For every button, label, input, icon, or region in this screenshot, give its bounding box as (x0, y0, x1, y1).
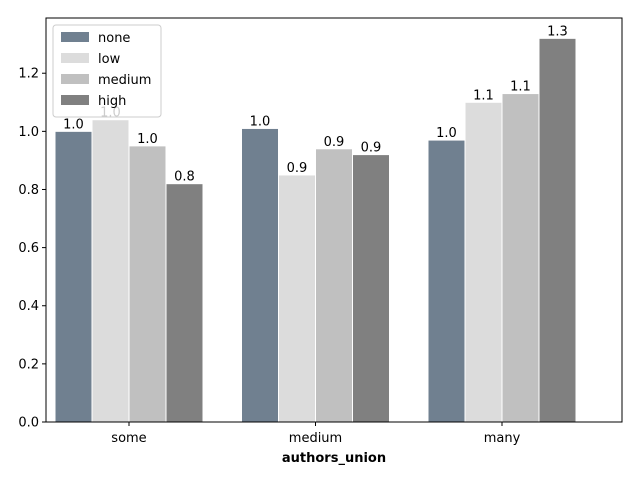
legend-label-none: none (98, 31, 130, 46)
legend-label-medium: medium (98, 73, 151, 88)
bar-medium-some (128, 145, 167, 423)
y-tick-label: 0.6 (18, 241, 39, 256)
legend-label-low: low (98, 52, 121, 67)
legend-swatch-none (61, 32, 89, 42)
bar-low-many (464, 101, 503, 423)
bar-medium-medium (315, 148, 353, 423)
legend-swatch-high (61, 95, 89, 105)
bar-high-some (165, 183, 204, 423)
data-label: 1.0 (436, 126, 457, 141)
legend: none low medium high (52, 24, 162, 118)
data-label: 1.1 (473, 88, 494, 103)
data-label: 1.1 (510, 80, 531, 95)
legend-swatch-low (61, 53, 89, 63)
bar-high-many (538, 37, 577, 423)
bar-none-some (54, 130, 93, 423)
bar-medium-many (501, 93, 540, 423)
data-label: 0.9 (324, 135, 345, 150)
legend-label-high: high (98, 94, 126, 109)
x-tick-label: some (111, 431, 146, 446)
y-tick-label: 1.0 (18, 125, 39, 140)
x-tick-label: many (484, 431, 521, 446)
data-label: 1.3 (547, 24, 568, 39)
bar-none-many (427, 139, 466, 423)
x-axis-title: authors_union (282, 451, 386, 466)
bars-group (54, 37, 577, 423)
y-tick-label: 1.2 (18, 67, 39, 82)
y-tick-label: 0.4 (18, 299, 39, 314)
data-label: 1.0 (250, 114, 271, 129)
bar-low-medium (278, 174, 316, 423)
bar-high-medium (352, 154, 390, 423)
data-label: 1.0 (137, 132, 158, 147)
data-label: 0.8 (174, 170, 195, 185)
y-tick-label: 0.2 (18, 357, 39, 372)
bar-low-some (91, 119, 130, 423)
y-axis: 0.0 0.2 0.4 0.6 0.8 1.0 1.2 (18, 67, 46, 431)
x-axis: some medium many (111, 422, 521, 446)
data-label: 1.0 (63, 117, 84, 132)
legend-swatch-medium (61, 74, 89, 84)
x-tick-label: medium (289, 431, 342, 446)
y-tick-label: 0.0 (18, 416, 39, 431)
data-label: 0.9 (287, 161, 308, 176)
y-tick-label: 0.8 (18, 183, 39, 198)
bar-none-medium (241, 127, 279, 423)
data-label: 0.9 (361, 141, 382, 156)
legend-box (52, 24, 162, 118)
plot-frame (45, 17, 623, 423)
